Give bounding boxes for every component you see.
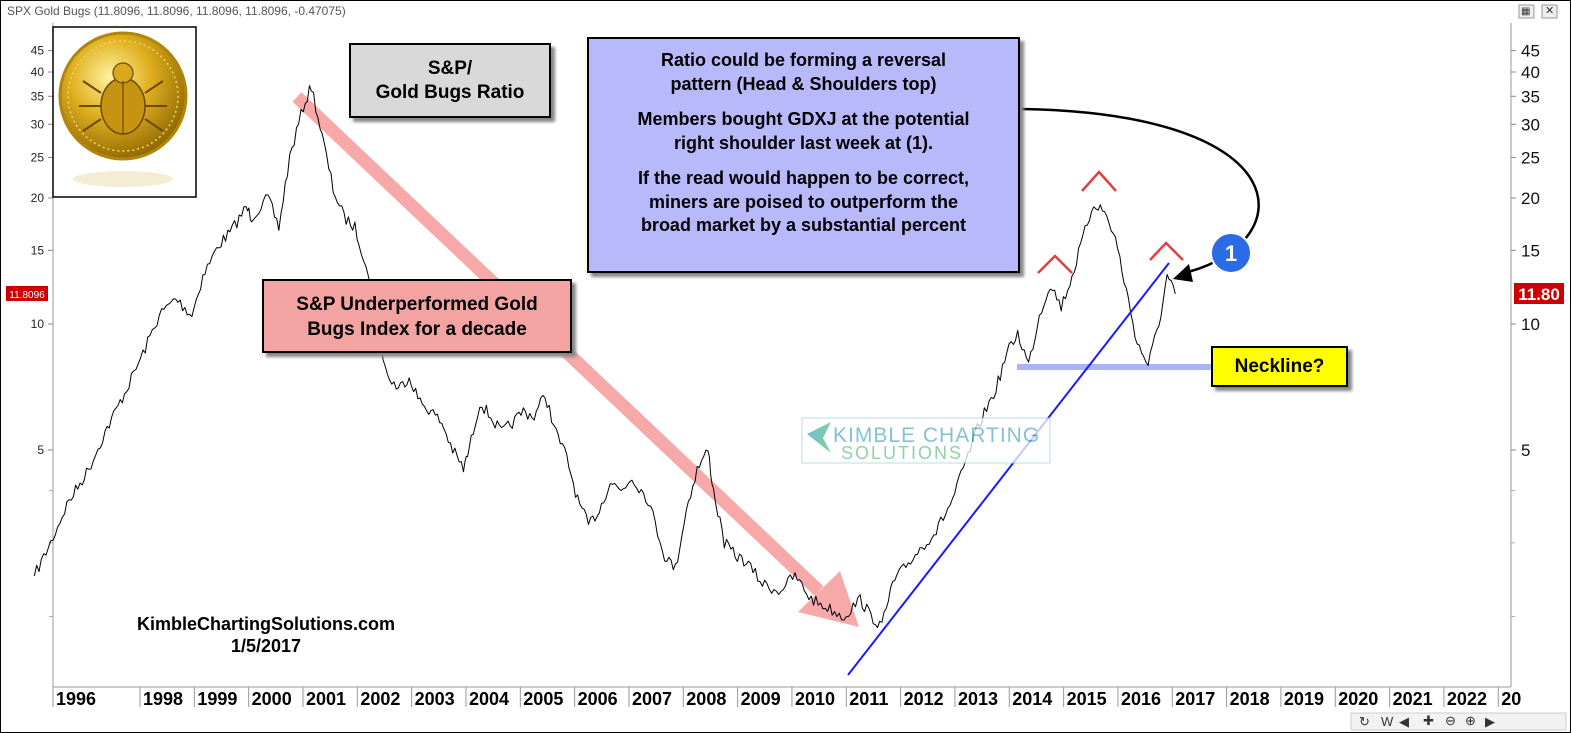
underperformed-line2: Bugs Index for a decade xyxy=(307,319,527,340)
y-ticks-left: 5 10 15 20 25 30 35 40 45 xyxy=(31,44,53,618)
underperformed-box: S&P Underperformed Gold Bugs Index for a… xyxy=(262,279,572,353)
x-tick-label: 2017 xyxy=(1175,689,1215,709)
underperformed-line1: S&P Underperformed Gold xyxy=(296,294,538,315)
crosshair-icon[interactable]: ✚ xyxy=(1423,713,1434,728)
x-tick-label: 2005 xyxy=(523,689,563,709)
y-tick-label-left: 20 xyxy=(31,191,45,205)
x-tick-label: 2021 xyxy=(1393,689,1433,709)
watermark-line2: SOLUTIONS xyxy=(841,443,963,463)
watermark-line1: KIMBLE CHARTING xyxy=(833,424,1040,447)
x-tick-label: 2003 xyxy=(415,689,455,709)
ratio-line1: S&P/ xyxy=(427,58,473,79)
x-tick-label: 2015 xyxy=(1067,689,1107,709)
x-ticks: 1996 1998 1999 2000 2001 2002 2003 2004 2005 2006… xyxy=(52,687,1521,709)
y-tick-label-left: 25 xyxy=(31,150,45,164)
reversal-line6: miners are poised to outperform the xyxy=(648,191,959,212)
y-tick-label-left: 10 xyxy=(31,317,45,331)
x-tick-label: 2019 xyxy=(1284,689,1324,709)
y-tick-label-right: 45 xyxy=(1521,42,1540,61)
y-tick-label-right: 30 xyxy=(1521,115,1540,134)
reversal-line7: broad market by a substantial percent xyxy=(640,215,967,235)
x-tick-label: 2002 xyxy=(360,689,400,709)
source-credit: KimbleChartingSolutions.com 1/5/2017 xyxy=(127,613,405,657)
neckline-label-box: Neckline? xyxy=(1211,346,1348,387)
settings-icon[interactable]: ▦ xyxy=(1521,6,1531,17)
series-line xyxy=(33,85,1176,629)
x-tick-label: 2001 xyxy=(306,689,346,709)
reversal-line5: If the read would happen to be correct, xyxy=(637,168,970,188)
bottom-toolbar xyxy=(1350,712,1567,731)
y-tick-label-right: 40 xyxy=(1521,63,1540,82)
x-tick-label: 1996 xyxy=(56,689,96,709)
x-tick-label: 2014 xyxy=(1012,689,1052,709)
reversal-line4: right shoulder last week at (1). xyxy=(673,132,934,153)
pan-left-icon[interactable]: ◀ xyxy=(1399,714,1409,729)
price-label-right: 11.80 xyxy=(1518,285,1560,304)
y-tick-label-right: 5 xyxy=(1521,441,1530,460)
x-tick-label: 2020 xyxy=(1338,689,1378,709)
x-tick-label: 2007 xyxy=(632,689,672,709)
x-tick-label: 2008 xyxy=(686,689,726,709)
x-tick-label: 2010 xyxy=(795,689,835,709)
ratio-line2: Gold Bugs Ratio xyxy=(375,82,525,103)
price-label-left: 11.8096 xyxy=(9,290,45,301)
y-tick-label-right: 15 xyxy=(1521,241,1540,260)
y-tick-label-right: 20 xyxy=(1521,189,1540,208)
x-tick-label: 2006 xyxy=(578,689,618,709)
x-tick-label: 20 xyxy=(1501,689,1521,709)
reload-icon[interactable]: ↻ xyxy=(1359,714,1370,729)
y-ticks-right: 5 10 15 20 25 30 35 40 45 xyxy=(1511,42,1540,618)
y-tick-label-right: 25 xyxy=(1521,148,1540,167)
x-tick-label: 2013 xyxy=(958,689,998,709)
ratio-title-box: S&P/ Gold Bugs Ratio xyxy=(349,43,551,118)
reversal-note-box: Ratio could be forming a reversal patter… xyxy=(587,37,1020,273)
x-tick-label: 1999 xyxy=(197,689,237,709)
x-tick-label: 2012 xyxy=(904,689,944,709)
reversal-line2: pattern (Head & Shoulders top) xyxy=(670,73,937,94)
pan-right-icon[interactable]: ▶ xyxy=(1485,714,1495,729)
gold-bug-coin-logo xyxy=(52,26,197,198)
y-tick-label-left: 5 xyxy=(37,443,44,457)
close-icon[interactable]: ✕ xyxy=(1545,5,1555,17)
price-badge-left: 11.8096 xyxy=(6,286,48,301)
x-tick-label: 2018 xyxy=(1230,689,1270,709)
x-tick-label: 2004 xyxy=(469,689,509,709)
head-cap xyxy=(1081,170,1117,192)
x-tick-label: 2022 xyxy=(1447,689,1487,709)
zoom-in-icon[interactable]: ⊕ xyxy=(1465,713,1476,728)
left-shoulder-cap xyxy=(1037,254,1073,274)
marker-label: 1 xyxy=(1225,241,1237,266)
y-tick-label-right: 35 xyxy=(1521,87,1540,106)
x-tick-label: 2011 xyxy=(849,689,888,709)
y-tick-label-left: 40 xyxy=(31,65,45,79)
kimble-watermark: KIMBLE CHARTING SOLUTIONS xyxy=(801,417,1051,464)
reversal-line1: Ratio could be forming a reversal xyxy=(660,50,947,70)
x-tick-label: 2016 xyxy=(1121,689,1161,709)
y-tick-label-right: 10 xyxy=(1521,315,1540,334)
zoom-out-icon[interactable]: ⊖ xyxy=(1445,713,1456,728)
marker-1: 1 xyxy=(1210,232,1252,274)
head-shoulders-marks xyxy=(1037,170,1184,274)
y-tick-label-left: 30 xyxy=(31,117,45,131)
x-tick-label: 2000 xyxy=(252,689,292,709)
chart-header: SPX Gold Bugs (11.8096, 11.8096, 11.8096… xyxy=(7,4,346,18)
reversal-line3: Members bought GDXJ at the potential xyxy=(637,109,970,129)
y-tick-label-left: 15 xyxy=(31,243,45,257)
right-shoulder-cap xyxy=(1149,241,1184,261)
weekly-icon[interactable]: W xyxy=(1381,714,1394,729)
uptrend-line xyxy=(847,262,1170,676)
price-badge-right: 11.80 xyxy=(1514,283,1564,304)
site-name: KimbleChartingSolutions.com xyxy=(136,614,395,634)
chart-date: 1/5/2017 xyxy=(230,636,302,656)
x-tick-label: 2009 xyxy=(741,689,781,709)
y-tick-label-left: 45 xyxy=(31,44,45,58)
neckline-label: Neckline? xyxy=(1234,356,1325,377)
x-tick-label: 1998 xyxy=(143,689,183,709)
y-tick-label-left: 35 xyxy=(31,89,45,103)
